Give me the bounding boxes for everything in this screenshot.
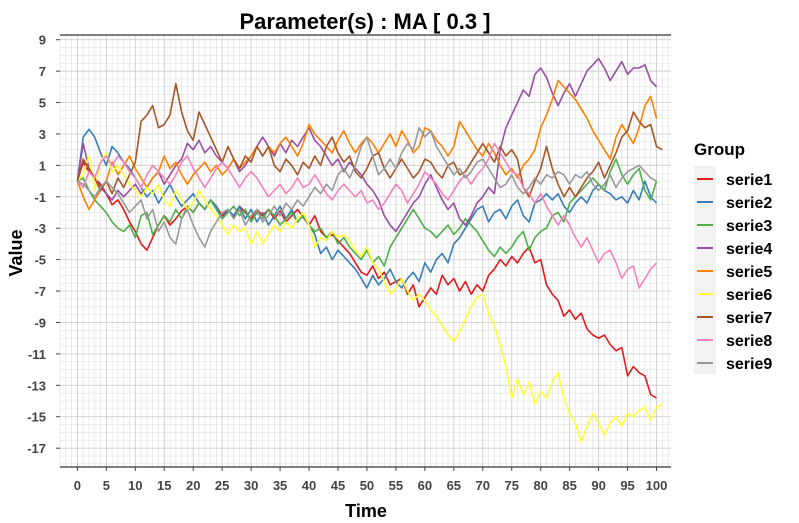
x-tick-label: 75 [505,478,519,493]
series-line-serie9 [77,126,657,248]
y-tick-label: -15 [27,410,46,425]
x-tick-label: 20 [186,478,200,493]
y-tick-label: -7 [34,284,46,299]
legend-label: serie1 [726,172,772,189]
y-tick-label: 9 [39,33,46,48]
x-tick-label: 40 [302,478,316,493]
legend-label: serie5 [726,264,772,281]
legend-item-serie5: serie5 [697,264,772,281]
series-line-serie2 [76,128,658,289]
y-tick-label: -13 [27,378,46,393]
legend: Group serie1 serie2 serie3 serie4 serie5 seri… [694,140,772,374]
x-tick-label: 50 [360,478,374,493]
x-tick-label: 10 [128,478,142,493]
x-tick-label: 0 [74,478,81,493]
x-tick-label: 95 [620,478,634,493]
y-tick-label: -17 [27,441,46,456]
series-line-serie7 [76,82,663,198]
x-tick-label: 25 [215,478,229,493]
y-tick-label: 3 [39,127,46,142]
x-tick-label: 100 [646,478,668,493]
legend-label: serie3 [726,218,772,235]
x-tick-label: 70 [476,478,490,493]
series-line-serie8 [76,142,658,289]
y-tick-label: -3 [34,221,46,236]
series-line-serie1 [76,161,657,399]
legend-label: serie7 [726,310,772,327]
x-tick-label: 65 [447,478,461,493]
x-tick-label: 90 [591,478,605,493]
x-tick-label: 55 [389,478,403,493]
x-tick-label: 35 [273,478,287,493]
x-tick-label: 15 [157,478,171,493]
legend-item-serie8: serie8 [697,333,772,350]
y-tick-label: -5 [34,253,46,268]
series-line-serie4 [76,57,658,233]
y-tick-label: 7 [39,64,46,79]
x-tick-label: 5 [103,478,110,493]
x-tick-label: 60 [418,478,432,493]
chart-title: Parameter(s) : MA [ 0.3 ] [239,9,490,34]
y-tick-label: -11 [28,347,46,362]
y-tick-label: -9 [34,315,46,330]
legend-label: serie2 [726,195,772,212]
y-tick-label: 5 [39,96,46,111]
legend-item-serie3: serie3 [697,218,772,235]
tick-labels: 0 5 10 15 20 25 30 35 40 45 50 55 60 65 70 75 80 85 90 95 10… [27,33,667,493]
y-axis-title: Value [6,229,26,276]
legend-label: serie9 [726,356,772,373]
series-line-serie6 [76,152,663,443]
x-axis-title: Time [345,501,387,521]
legend-label: serie4 [726,241,772,258]
legend-item-serie7: serie7 [697,310,772,327]
legend-item-serie1: serie1 [697,172,772,189]
x-tick-label: 80 [533,478,547,493]
legend-label: serie6 [726,287,772,304]
legend-title: Group [694,140,745,159]
legend-label: serie8 [726,333,772,350]
series-line-serie3 [77,158,658,267]
legend-item-serie2: serie2 [697,195,772,212]
legend-item-serie4: serie4 [697,241,772,258]
legend-item-serie9: serie9 [697,356,772,373]
x-tick-label: 45 [331,478,345,493]
y-tick-label: -1 [34,190,46,205]
series-lines [76,57,663,443]
grid [59,35,671,467]
x-tick-label: 85 [562,478,576,493]
x-tick-label: 30 [244,478,258,493]
y-tick-label: 1 [39,158,46,173]
legend-item-serie6: serie6 [697,287,772,304]
